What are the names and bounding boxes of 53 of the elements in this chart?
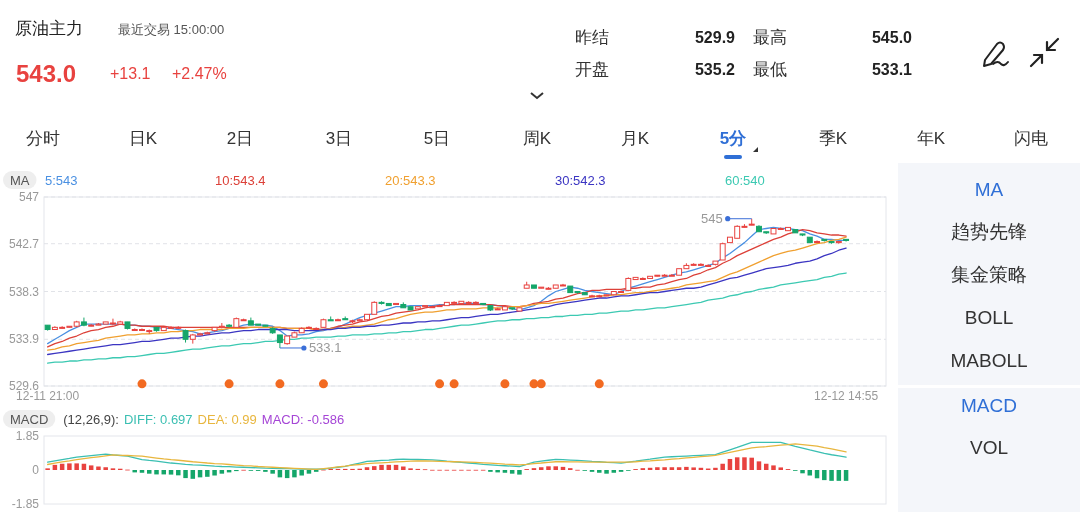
header-text: 开盘 (575, 59, 609, 79)
header-text: 545.0 (871, 28, 912, 46)
menu-label: VOL (970, 436, 1008, 458)
y-tick-label: 533.9 (8, 332, 39, 347)
legend-entry: DIFF: 0.697 (123, 411, 193, 427)
menu-label: BOLL (964, 306, 1014, 328)
legend-entry: 60:540 (725, 172, 765, 188)
legend-entry: 10:543.4 (215, 172, 266, 188)
tab-label: 分时 (26, 128, 60, 148)
annotation-text: 533.1 (308, 340, 342, 356)
legend-note: (12,26,9): (63, 411, 119, 427)
menu-label: MACD (961, 394, 1017, 416)
header-text: 最低 (753, 59, 787, 79)
tab-label: 3日 (325, 128, 353, 148)
tab-label: 5日 (423, 128, 451, 148)
legend-entry: DEA: 0.99 (197, 411, 257, 427)
header-text: +2.47% (172, 64, 227, 82)
annotation-text: 545 (701, 211, 723, 227)
header-text: 543.0 (16, 59, 77, 87)
legend-title: MACD (3, 410, 56, 428)
title: 原油主力 (15, 18, 83, 38)
header-text: 昨结 (575, 27, 609, 47)
tab-label: 闪电 (1014, 128, 1048, 148)
y-tick-label: 542.7 (8, 236, 39, 251)
legend-note: MACD: -0.586 (261, 411, 345, 427)
y-tick-label: 1.85 (15, 429, 39, 443)
menu-label: 趋势先锋 (951, 220, 1027, 242)
menu-label: MABOLL (950, 349, 1028, 371)
tab-label: 年K (916, 128, 946, 148)
header-text: 最近交易 15:00:00 (118, 21, 225, 37)
y-tick-label: 547 (18, 190, 39, 204)
y-tick-label: 0 (32, 463, 39, 477)
y-tick-label: -1.85 (11, 497, 39, 511)
tab-label: 2日 (226, 128, 254, 148)
header-text: 533.1 (871, 60, 912, 78)
tab-label: 月K (620, 128, 650, 148)
x-tick-label: 12-12 14:55 (814, 389, 879, 403)
header-text: 最高 (753, 27, 787, 47)
legend-entry: 5:543 (45, 172, 78, 188)
header-text: +13.1 (110, 64, 151, 82)
menu-label: MA (974, 178, 1004, 200)
legend-title: MA (10, 172, 30, 188)
header-text: 535.2 (694, 60, 735, 78)
header-text: 529.9 (694, 28, 735, 46)
tab-label: 周K (522, 128, 552, 148)
legend-entry: 30:542.3 (555, 172, 606, 188)
tab-label: 季K (818, 128, 848, 148)
menu-label: 集金策略 (951, 263, 1027, 285)
y-tick-label: 538.3 (8, 284, 39, 299)
legend-title: MACD (10, 411, 49, 427)
tab-label: 5分 (719, 128, 747, 148)
legend-entry: 20:543.3 (385, 172, 436, 188)
tab-label: 日K (128, 128, 158, 148)
